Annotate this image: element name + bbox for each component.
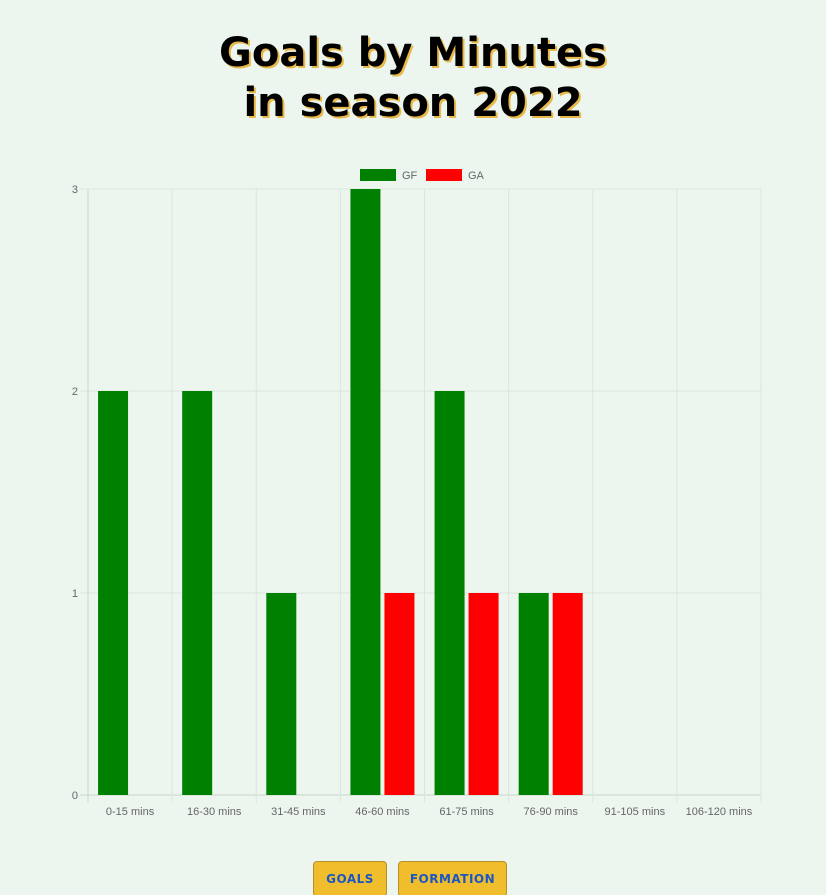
x-tick-label: 16-30 mins bbox=[187, 806, 242, 818]
y-tick-label: 2 bbox=[72, 386, 78, 398]
bar-ga bbox=[552, 593, 583, 795]
x-tick-label: 106-120 mins bbox=[686, 806, 753, 818]
bar-gf bbox=[266, 593, 297, 795]
page-title: Goals by Minutes in season 2022 bbox=[0, 28, 826, 128]
bar-gf bbox=[182, 391, 213, 795]
goals-button[interactable]: GOALS bbox=[313, 861, 387, 895]
x-tick-label: 31-45 mins bbox=[271, 806, 326, 818]
x-tick-label: 91-105 mins bbox=[605, 806, 666, 818]
goals-bar-chart: 0 1 2 3 0-15 mins 16-30 mins 31-45 mins 46-60 m… bbox=[72, 169, 762, 818]
bar-ga bbox=[384, 593, 415, 795]
y-tick-label: 1 bbox=[72, 588, 78, 600]
y-tick-label: 0 bbox=[72, 790, 78, 802]
bar-ga bbox=[468, 593, 499, 795]
bar-gf bbox=[434, 391, 465, 795]
page-title-line-1: Goals by Minutes bbox=[219, 30, 607, 76]
formation-button[interactable]: FORMATION bbox=[398, 861, 507, 895]
x-tick-label: 76-90 mins bbox=[523, 806, 578, 818]
legend-label-gf: GF bbox=[402, 170, 418, 182]
x-tick-label: 61-75 mins bbox=[439, 806, 494, 818]
y-tick-label: 3 bbox=[72, 184, 78, 196]
x-tick-label: 46-60 mins bbox=[355, 806, 410, 818]
bar-gf bbox=[350, 189, 381, 795]
bar-gf bbox=[98, 391, 129, 795]
page-title-line-2: in season 2022 bbox=[243, 80, 583, 126]
bar-gf bbox=[518, 593, 549, 795]
legend-swatch-ga bbox=[426, 169, 462, 181]
x-tick-label: 0-15 mins bbox=[106, 806, 155, 818]
legend-label-ga: GA bbox=[468, 170, 485, 182]
legend-swatch-gf bbox=[360, 169, 396, 181]
